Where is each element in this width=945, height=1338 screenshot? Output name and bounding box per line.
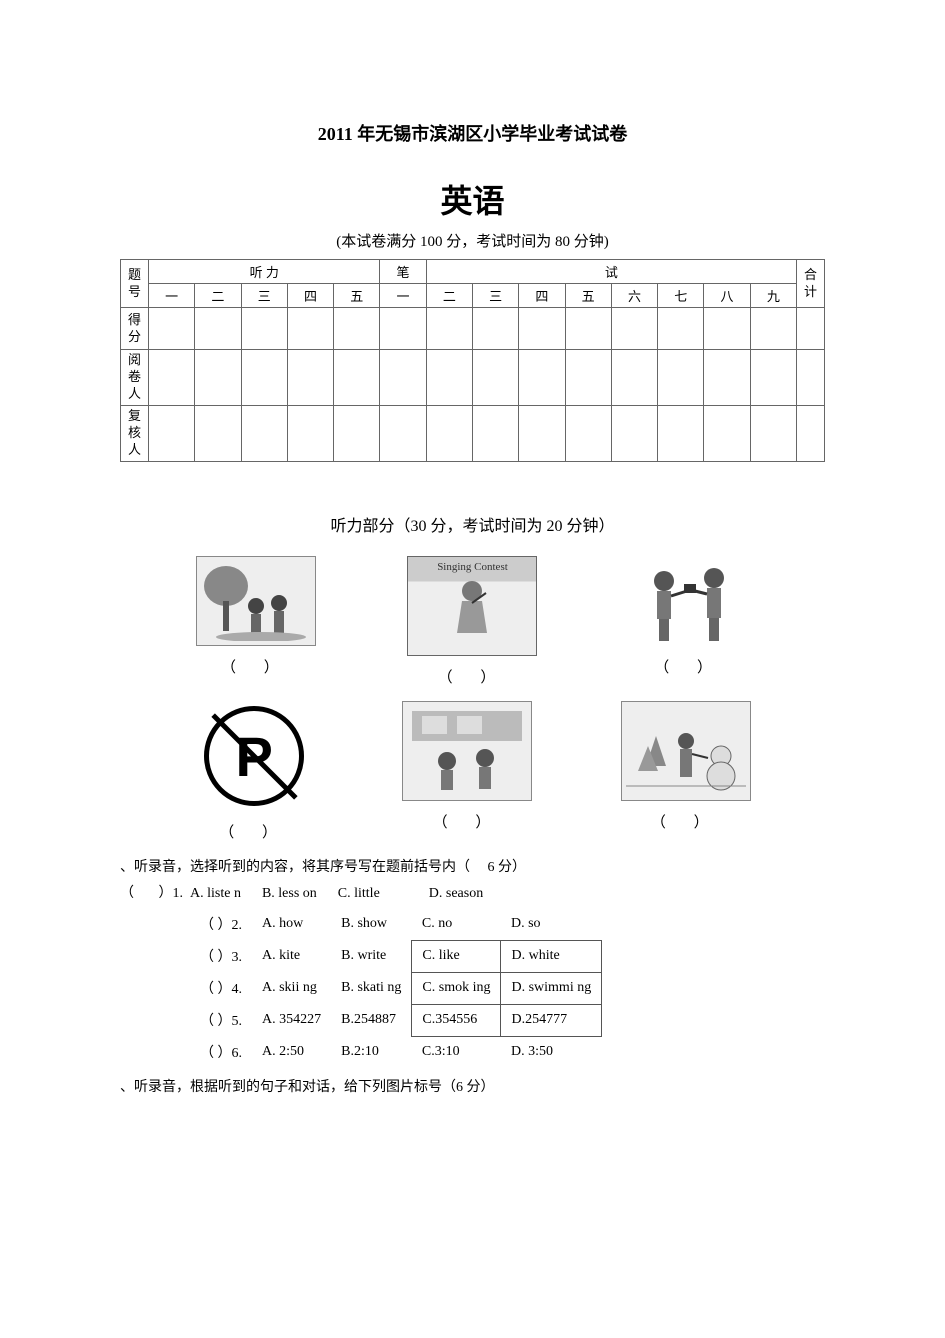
subject-title: 英语 [120, 176, 825, 222]
section3-intro-text: 、听录音，根据听到的句子和对话，给下列图片标号（6 分） [120, 1076, 495, 1096]
exam-title: 2011 年无锡市滨湖区小学毕业考试试卷 [120, 120, 825, 146]
listening-header: 听 力 [149, 260, 380, 284]
q-opt-c: C. smok ing [412, 972, 501, 1004]
col-w9: 九 [750, 284, 796, 308]
written-header-2: 试 [426, 260, 796, 284]
written-header-1: 笔 [380, 260, 426, 284]
col-l2: 二 [195, 284, 241, 308]
image-row-1: （ ） Singing Contest （ ） [150, 556, 795, 687]
question-1: （ ）1. A. liste n B. less on C. little D.… [120, 882, 825, 902]
q-opt-c: C.354556 [412, 1004, 501, 1036]
q-opt-b: B. skati ng [331, 972, 412, 1004]
exam-info: (本试卷满分 100 分，考试时间为 80 分钟) [120, 230, 825, 251]
q-opt-a: A. 354227 [252, 1004, 331, 1036]
q-opt-b: B. write [331, 940, 412, 972]
listening-section-title: 听力部分（30 分，考试时间为 20 分钟） [120, 512, 825, 536]
picture-singing-contest: Singing Contest [407, 556, 537, 656]
bracket-6[interactable]: （ ） [651, 811, 721, 832]
bracket-2[interactable]: （ ） [438, 666, 508, 687]
q-opt-d: D.254777 [501, 1004, 602, 1036]
q-opt-a: A. kite [252, 940, 331, 972]
q-opt-c: C. no [412, 908, 501, 940]
picture-snowman-scene [621, 701, 751, 801]
col-w7: 七 [658, 284, 704, 308]
total-header: 合计 [797, 260, 825, 308]
q-opt-b: B.2:10 [331, 1036, 412, 1068]
section2-intro: 、听录音，选择听到的内容，将其序号写在题前括号内（ 6 分） [120, 856, 825, 876]
q-opt-d: D. so [501, 908, 602, 940]
q-num: （ ）2. [190, 908, 252, 940]
q-opt-b: B.254887 [331, 1004, 412, 1036]
col-l3: 三 [241, 284, 287, 308]
col-w2: 二 [426, 284, 472, 308]
q-opt-c: C.3:10 [412, 1036, 501, 1068]
score-table: 题号 听 力 笔 试 合计 一 二 三 四 五 一 二 三 四 五 六 七 八 … [120, 259, 825, 462]
question-row: （ ）4.A. skii ngB. skati ngC. smok ingD. … [190, 972, 602, 1004]
col-l4: 四 [287, 284, 333, 308]
question-1-text: （ ）1. A. liste n B. less on C. little D.… [120, 882, 483, 902]
picture-children-talking [402, 701, 532, 801]
picture-children-tree [196, 556, 316, 646]
q-opt-c: C. like [412, 940, 501, 972]
row-label-marker: 阅卷人 [121, 350, 149, 406]
picture-no-parking: P [194, 701, 314, 811]
col-w4: 四 [519, 284, 565, 308]
image-row-2: P （ ） （ ） [150, 701, 795, 842]
question-row: （ ）3.A. kiteB. writeC. likeD. white [190, 940, 602, 972]
q-opt-b: B. show [331, 908, 412, 940]
q-opt-a: A. skii ng [252, 972, 331, 1004]
bracket-4[interactable]: （ ） [219, 821, 289, 842]
bracket-5[interactable]: （ ） [433, 811, 503, 832]
col-w8: 八 [704, 284, 750, 308]
row-label-reviewer: 复核人 [121, 406, 149, 462]
q-opt-d: D. white [501, 940, 602, 972]
bracket-3[interactable]: （ ） [654, 656, 724, 677]
contest-banner-text: Singing Contest [437, 561, 508, 573]
section2-intro-text: 、听录音，选择听到的内容，将其序号写在题前括号内（ 6 分） [120, 856, 526, 876]
row-label-score: 得分 [121, 308, 149, 350]
q-num: （ ）3. [190, 940, 252, 972]
question-row: （ ）6.A. 2:50B.2:10C.3:10D. 3:50 [190, 1036, 602, 1068]
q-opt-a: A. 2:50 [252, 1036, 331, 1068]
section3-intro: 、听录音，根据听到的句子和对话，给下列图片标号（6 分） [120, 1076, 825, 1096]
col-w6: 六 [611, 284, 657, 308]
q-opt-d: D. swimmi ng [501, 972, 602, 1004]
picture-two-people-exchange [629, 556, 749, 646]
col-w3: 三 [472, 284, 518, 308]
q-num: （ ）4. [190, 972, 252, 1004]
q-opt-d: D. 3:50 [501, 1036, 602, 1068]
col-w5: 五 [565, 284, 611, 308]
q-num: （ ）6. [190, 1036, 252, 1068]
question-row: （ ）5.A. 354227B.254887C.354556D.254777 [190, 1004, 602, 1036]
row-label-topic: 题号 [121, 260, 149, 308]
bracket-1[interactable]: （ ） [221, 656, 291, 677]
no-park-letter: P [235, 724, 272, 789]
col-l5: 五 [334, 284, 380, 308]
question-row: （ ）2.A. howB. showC. noD. so [190, 908, 602, 940]
col-l1: 一 [149, 284, 195, 308]
q-opt-a: A. how [252, 908, 331, 940]
col-w1: 一 [380, 284, 426, 308]
q-num: （ ）5. [190, 1004, 252, 1036]
questions-table: （ ）2.A. howB. showC. noD. so（ ）3.A. kite… [190, 908, 602, 1068]
